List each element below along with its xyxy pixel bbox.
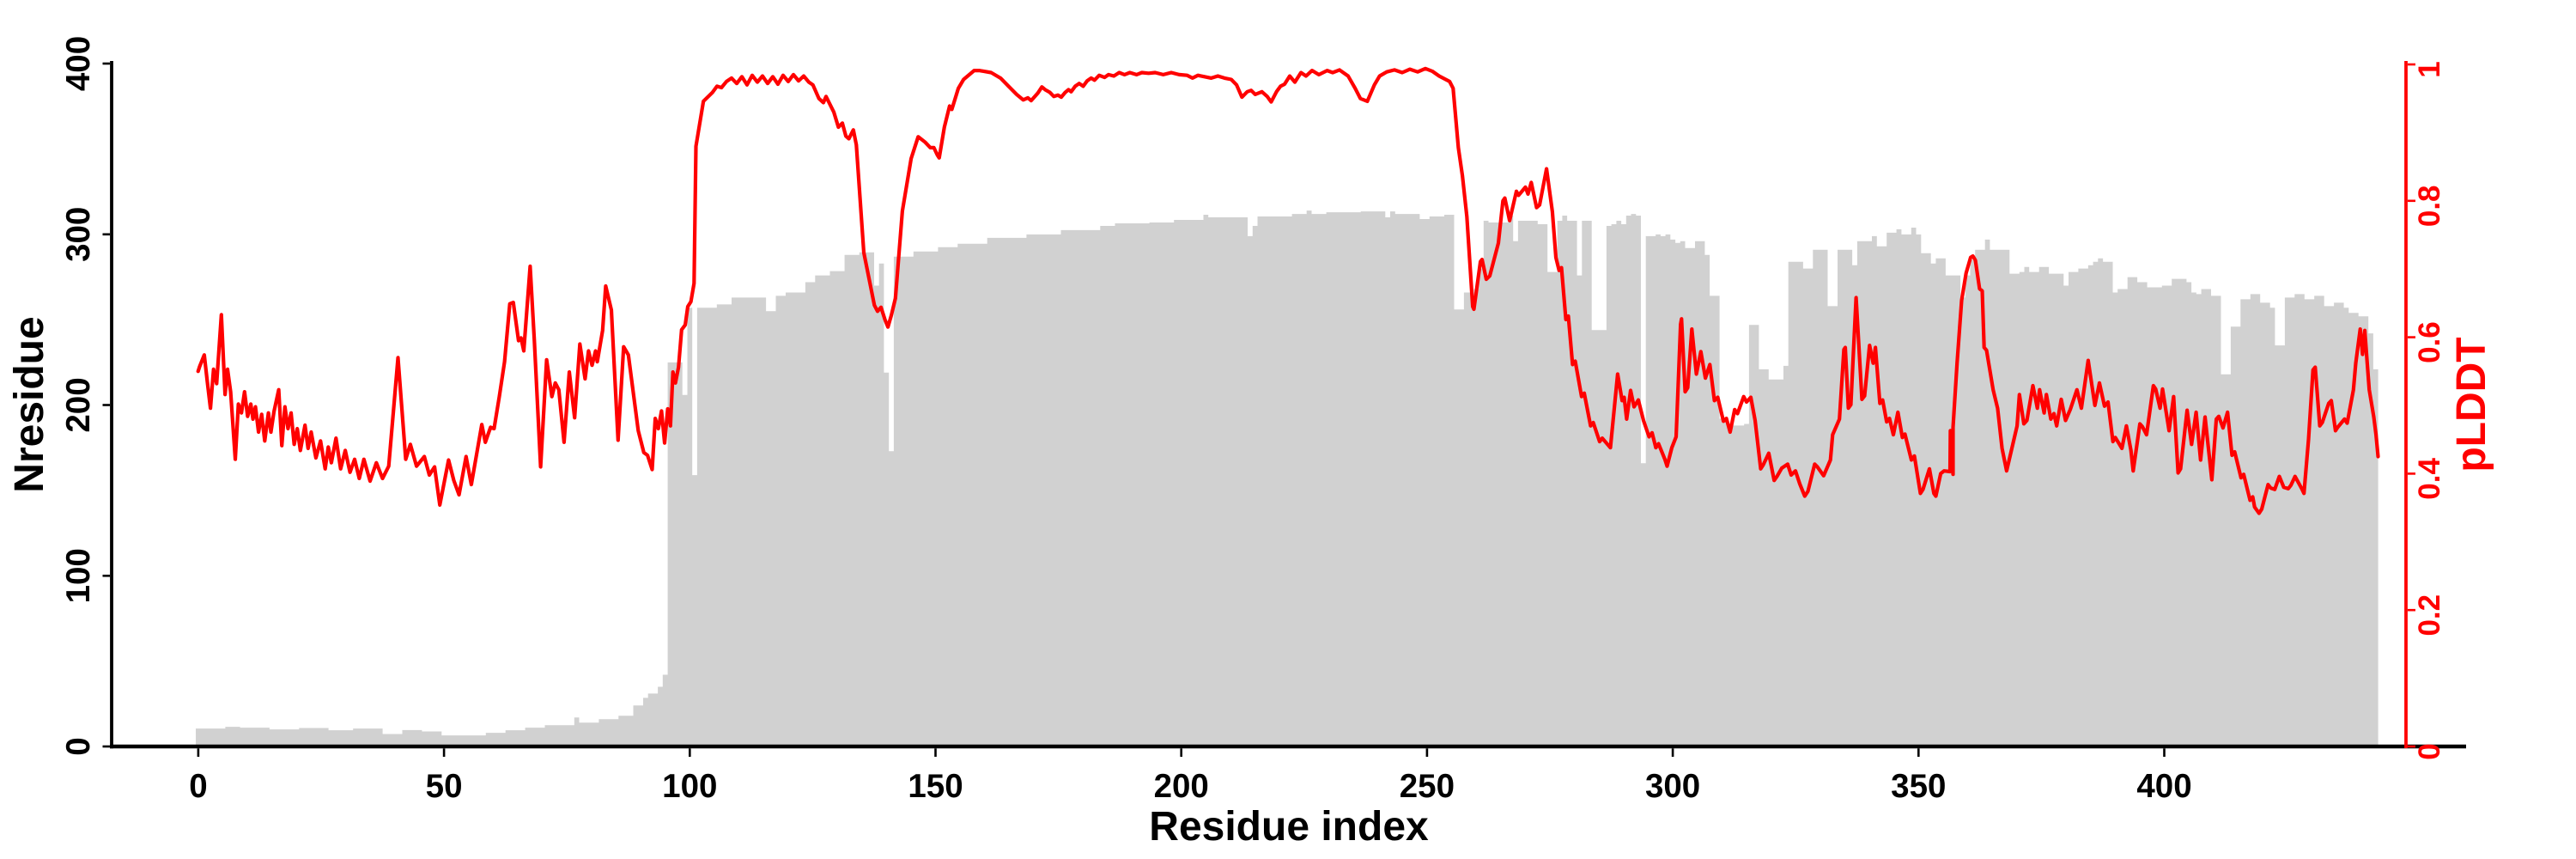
svg-text:Residue index: Residue index [1149, 804, 1429, 850]
svg-text:150: 150 [908, 768, 963, 805]
svg-text:0.8: 0.8 [2413, 185, 2446, 227]
svg-text:300: 300 [60, 207, 97, 262]
svg-text:400: 400 [2136, 768, 2191, 805]
svg-text:350: 350 [1891, 768, 1946, 805]
svg-text:0.2: 0.2 [2413, 594, 2446, 637]
svg-text:0: 0 [189, 768, 207, 805]
svg-text:pLDDT: pLDDT [2449, 337, 2494, 472]
svg-text:200: 200 [60, 377, 97, 432]
svg-text:100: 100 [60, 548, 97, 603]
svg-text:1: 1 [2413, 61, 2446, 77]
svg-text:200: 200 [1154, 768, 1209, 805]
svg-text:50: 50 [426, 768, 463, 805]
svg-text:0.4: 0.4 [2413, 458, 2446, 500]
svg-text:Nresidue: Nresidue [7, 316, 52, 492]
svg-text:0: 0 [2413, 743, 2446, 759]
svg-text:0.6: 0.6 [2413, 321, 2446, 363]
svg-text:100: 100 [662, 768, 717, 805]
svg-text:0: 0 [60, 737, 97, 755]
svg-text:400: 400 [60, 36, 97, 91]
svg-text:250: 250 [1400, 768, 1455, 805]
svg-text:300: 300 [1645, 768, 1700, 805]
